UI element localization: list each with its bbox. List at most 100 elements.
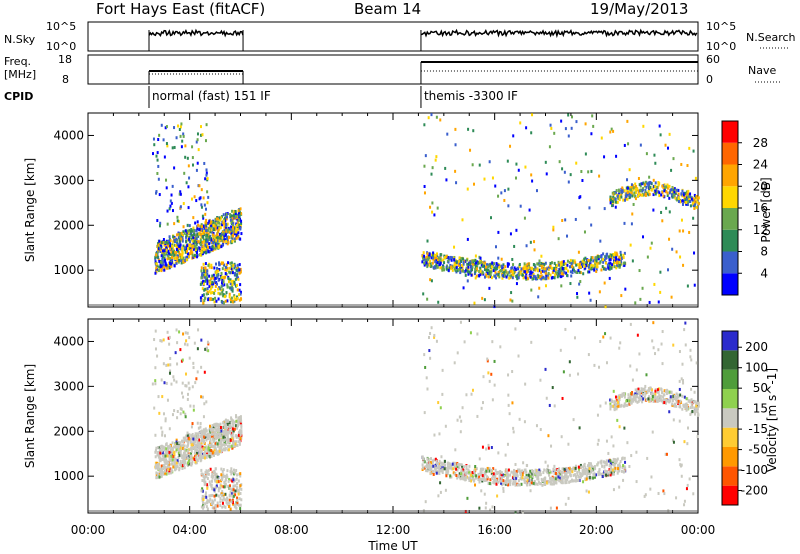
data-cell (224, 272, 227, 276)
data-cell (563, 467, 566, 471)
data-cell (433, 464, 436, 468)
data-cell (654, 161, 657, 165)
data-cell (502, 482, 505, 486)
data-cell (154, 366, 157, 370)
data-cell (239, 429, 242, 433)
data-cell (624, 466, 627, 470)
data-cell (595, 268, 598, 272)
data-cell (228, 266, 231, 270)
data-cell (598, 255, 601, 259)
data-cell (178, 258, 181, 262)
data-cell (215, 429, 218, 433)
data-cell (198, 246, 201, 250)
data-cell (596, 265, 599, 269)
data-cell (450, 466, 453, 470)
data-cell (597, 261, 600, 265)
data-cell (226, 238, 229, 242)
data-cell (181, 139, 184, 143)
data-cell (218, 227, 221, 231)
data-cell (685, 202, 688, 206)
data-cell (658, 191, 661, 195)
data-cell (620, 190, 623, 194)
data-cell (231, 501, 234, 505)
data-cell (561, 481, 564, 485)
data-cell (207, 468, 210, 472)
data-cell (691, 199, 694, 203)
data-cell (223, 263, 226, 267)
data-cell (208, 235, 211, 239)
data-cell (597, 461, 600, 465)
data-cell (173, 238, 176, 242)
data-cell (201, 229, 204, 233)
data-cell (222, 421, 225, 425)
data-cell (458, 472, 461, 476)
data-cell (623, 395, 626, 399)
data-cell (618, 198, 621, 202)
data-cell (172, 235, 175, 239)
data-cell (478, 274, 481, 278)
data-cell (593, 268, 596, 272)
data-cell (181, 239, 184, 243)
data-cell (221, 239, 224, 243)
data-cell (512, 480, 515, 484)
data-cell (189, 404, 192, 408)
data-cell (564, 262, 567, 266)
data-cell (543, 468, 546, 472)
data-cell (165, 246, 168, 250)
data-cell (614, 197, 617, 201)
data-cell (219, 425, 222, 429)
data-cell (467, 470, 470, 474)
data-cell (630, 191, 633, 195)
data-cell (164, 126, 167, 130)
data-cell (597, 257, 600, 261)
data-cell (199, 248, 202, 252)
data-cell (179, 407, 182, 411)
data-cell (225, 214, 228, 218)
data-cell (609, 198, 612, 202)
data-cell (620, 195, 623, 199)
data-cell (508, 479, 511, 483)
data-cell (232, 480, 235, 484)
data-cell (230, 264, 233, 268)
data-cell (208, 242, 211, 246)
data-cell (567, 469, 570, 473)
data-cell (212, 282, 215, 286)
data-cell (203, 229, 206, 233)
data-cell (206, 287, 209, 291)
data-cell (170, 201, 173, 205)
data-cell (685, 193, 688, 197)
data-cell (622, 253, 625, 257)
data-cell (212, 240, 215, 244)
data-cell (172, 251, 175, 255)
data-cell (534, 471, 537, 475)
data-cell (615, 461, 618, 465)
data-cell (222, 433, 225, 437)
data-cell (197, 240, 200, 244)
data-cell (668, 184, 671, 188)
data-cell (426, 265, 429, 269)
data-cell (212, 474, 215, 478)
data-cell (166, 222, 169, 226)
data-cell (223, 295, 226, 299)
data-cell (181, 464, 184, 468)
data-cell (612, 457, 615, 461)
data-cell (472, 262, 475, 266)
data-cell (162, 455, 165, 459)
data-cell (231, 421, 234, 425)
data-cell (160, 123, 163, 127)
data-cell (555, 474, 558, 478)
data-cell (530, 173, 533, 177)
data-cell (233, 472, 236, 476)
data-cell (617, 257, 620, 261)
data-cell (560, 284, 563, 288)
data-cell (514, 483, 517, 487)
data-cell (169, 204, 172, 208)
data-cell (215, 223, 218, 227)
data-cell (208, 285, 211, 289)
data-cell (187, 247, 190, 251)
data-cell (434, 468, 437, 472)
data-cell (191, 443, 194, 447)
data-cell (186, 229, 189, 233)
data-cell (154, 466, 157, 470)
data-cell (234, 493, 237, 497)
